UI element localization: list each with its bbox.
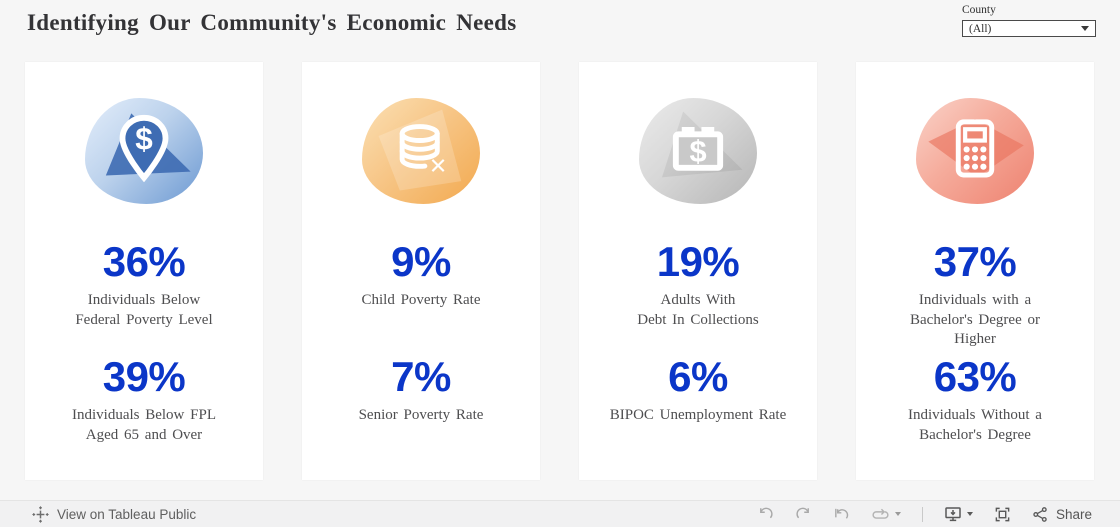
revert-icon[interactable] [833,506,850,523]
stat-label: Individuals Below Federal Poverty Level [75,292,213,328]
chevron-down-icon [1081,26,1089,31]
undo-icon[interactable] [757,506,774,523]
stat-value: 6% [668,353,728,400]
view-on-tableau-public-label: View on Tableau Public [57,506,197,522]
stat-value: 37% [933,238,1017,285]
stat-value: 63% [933,353,1017,400]
refresh-icon[interactable] [871,506,901,523]
svg-text:$: $ [689,133,706,168]
card-poverty-rates: ✕ 9% Child Poverty Rate 7% Senior Povert… [302,62,540,480]
stat-label: Adults With Debt In Collections [637,292,759,328]
tableau-toolbar: View on Tableau Public [0,500,1120,527]
stat-value: 36% [102,238,186,285]
card-education: 37% Individuals with a Bachelor's Degree… [856,62,1094,480]
toolbar-separator [921,506,923,522]
county-filter: County (All) [962,4,1096,37]
tableau-logo-icon [32,505,49,523]
svg-text:✕: ✕ [429,153,447,178]
download-device-icon[interactable] [944,505,973,523]
download-caret-icon [966,512,973,516]
fullscreen-icon[interactable] [994,506,1011,523]
stat-value: 39% [102,353,186,400]
card-federal-poverty: $ 36% Individuals Below Federal Poverty … [25,62,263,480]
share-button[interactable]: Share [1032,506,1092,523]
kpi-cards-row: $ 36% Individuals Below Federal Poverty … [25,62,1094,480]
stat-label: Individuals with a Bachelor's Degree or … [910,292,1040,347]
coins-x-icon: ✕ [362,98,480,204]
county-filter-label: County [962,4,996,16]
page-title: Identifying Our Community's Economic Nee… [27,10,517,35]
stat-label: Child Poverty Rate [361,292,481,308]
card-debt: $ 19% Adults With Debt In Collections 6%… [579,62,817,480]
stat-label: Individuals Below FPL Aged 65 and Over [71,407,216,443]
dashboard: Identifying Our Community's Economic Nee… [25,4,1096,480]
stat-label: BIPOC Unemployment Rate [609,407,787,423]
refresh-caret-icon [894,512,901,516]
share-icon [1032,506,1049,523]
view-on-tableau-public-link[interactable]: View on Tableau Public [32,505,197,523]
map-pin-dollar-icon: $ [85,98,203,204]
redo-icon[interactable] [795,506,812,523]
stat-value: 9% [391,238,451,285]
toolbar-actions: Share [757,505,1092,523]
svg-text:$: $ [135,122,153,157]
stat-label: Senior Poverty Rate [358,407,484,423]
stat-value: 19% [656,238,740,285]
share-label: Share [1055,506,1092,522]
stat-value: 7% [391,353,451,400]
county-filter-dropdown[interactable]: (All) [962,20,1096,37]
county-filter-value: (All) [969,22,992,35]
stat-label: Individuals Without a Bachelor's Degree [908,407,1042,443]
briefcase-dollar-icon: $ [639,98,757,204]
calculator-icon [916,98,1034,204]
